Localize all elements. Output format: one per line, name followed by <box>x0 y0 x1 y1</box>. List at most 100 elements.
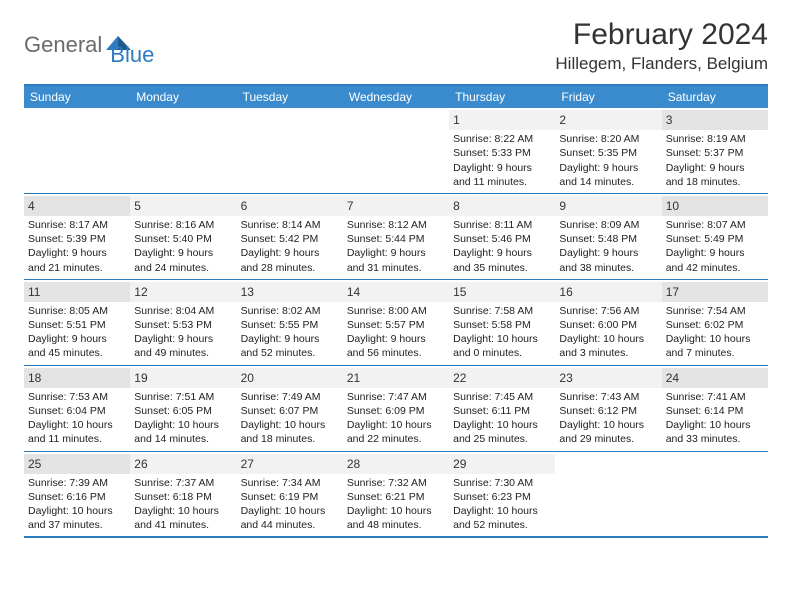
day-number: 20 <box>237 368 343 388</box>
day-cell: 3Sunrise: 8:19 AMSunset: 5:37 PMDaylight… <box>662 108 768 193</box>
day-number: 7 <box>343 196 449 216</box>
day-number: 22 <box>449 368 555 388</box>
day-sunrise: Sunrise: 8:09 AM <box>559 218 657 232</box>
day-sunrise: Sunrise: 8:00 AM <box>347 304 445 318</box>
day-dl2: and 29 minutes. <box>559 432 657 446</box>
day-cell: 21Sunrise: 7:47 AMSunset: 6:09 PMDayligh… <box>343 366 449 451</box>
day-cell: 6Sunrise: 8:14 AMSunset: 5:42 PMDaylight… <box>237 194 343 279</box>
day-number: 26 <box>130 454 236 474</box>
day-dl1: Daylight: 9 hours <box>347 332 445 346</box>
day-dl2: and 14 minutes. <box>559 175 657 189</box>
day-dl2: and 7 minutes. <box>666 346 764 360</box>
week-row: 4Sunrise: 8:17 AMSunset: 5:39 PMDaylight… <box>24 193 768 279</box>
day-dl2: and 52 minutes. <box>241 346 339 360</box>
day-sunset: Sunset: 5:48 PM <box>559 232 657 246</box>
day-sunset: Sunset: 5:39 PM <box>28 232 126 246</box>
day-sunrise: Sunrise: 8:16 AM <box>134 218 232 232</box>
day-sunset: Sunset: 5:40 PM <box>134 232 232 246</box>
day-dl1: Daylight: 10 hours <box>347 504 445 518</box>
day-sunset: Sunset: 6:11 PM <box>453 404 551 418</box>
day-sunrise: Sunrise: 8:22 AM <box>453 132 551 146</box>
day-sunrise: Sunrise: 7:39 AM <box>28 476 126 490</box>
day-cell: 20Sunrise: 7:49 AMSunset: 6:07 PMDayligh… <box>237 366 343 451</box>
day-cell: 17Sunrise: 7:54 AMSunset: 6:02 PMDayligh… <box>662 280 768 365</box>
weekday-header: Wednesday <box>343 86 449 108</box>
day-dl1: Daylight: 9 hours <box>666 161 764 175</box>
day-number: 8 <box>449 196 555 216</box>
week-row: 1Sunrise: 8:22 AMSunset: 5:33 PMDaylight… <box>24 108 768 193</box>
day-dl1: Daylight: 10 hours <box>559 332 657 346</box>
day-dl2: and 35 minutes. <box>453 261 551 275</box>
day-cell: 4Sunrise: 8:17 AMSunset: 5:39 PMDaylight… <box>24 194 130 279</box>
weekday-header: Monday <box>130 86 236 108</box>
day-number: 18 <box>24 368 130 388</box>
day-cell: 11Sunrise: 8:05 AMSunset: 5:51 PMDayligh… <box>24 280 130 365</box>
day-dl1: Daylight: 10 hours <box>134 418 232 432</box>
day-dl1: Daylight: 9 hours <box>241 332 339 346</box>
day-number: 21 <box>343 368 449 388</box>
day-dl2: and 37 minutes. <box>28 518 126 532</box>
day-dl1: Daylight: 10 hours <box>559 418 657 432</box>
day-cell <box>130 108 236 193</box>
day-dl1: Daylight: 9 hours <box>347 246 445 260</box>
day-sunrise: Sunrise: 7:54 AM <box>666 304 764 318</box>
day-number: 27 <box>237 454 343 474</box>
day-dl1: Daylight: 9 hours <box>559 246 657 260</box>
day-cell: 24Sunrise: 7:41 AMSunset: 6:14 PMDayligh… <box>662 366 768 451</box>
day-number: 13 <box>237 282 343 302</box>
day-sunrise: Sunrise: 7:41 AM <box>666 390 764 404</box>
day-dl2: and 48 minutes. <box>347 518 445 532</box>
day-number: 1 <box>449 110 555 130</box>
day-cell: 29Sunrise: 7:30 AMSunset: 6:23 PMDayligh… <box>449 452 555 537</box>
day-dl1: Daylight: 10 hours <box>666 332 764 346</box>
day-sunset: Sunset: 6:23 PM <box>453 490 551 504</box>
day-dl2: and 56 minutes. <box>347 346 445 360</box>
day-cell: 23Sunrise: 7:43 AMSunset: 6:12 PMDayligh… <box>555 366 661 451</box>
location-label: Hillegem, Flanders, Belgium <box>555 54 768 74</box>
day-cell <box>237 108 343 193</box>
day-dl1: Daylight: 9 hours <box>559 161 657 175</box>
day-dl2: and 25 minutes. <box>453 432 551 446</box>
day-sunset: Sunset: 6:07 PM <box>241 404 339 418</box>
day-sunrise: Sunrise: 8:17 AM <box>28 218 126 232</box>
day-dl1: Daylight: 10 hours <box>134 504 232 518</box>
day-dl2: and 21 minutes. <box>28 261 126 275</box>
day-number: 2 <box>555 110 661 130</box>
day-sunset: Sunset: 6:16 PM <box>28 490 126 504</box>
day-dl2: and 11 minutes. <box>453 175 551 189</box>
day-dl1: Daylight: 9 hours <box>241 246 339 260</box>
day-sunset: Sunset: 6:12 PM <box>559 404 657 418</box>
day-cell: 18Sunrise: 7:53 AMSunset: 6:04 PMDayligh… <box>24 366 130 451</box>
day-number: 5 <box>130 196 236 216</box>
day-dl1: Daylight: 9 hours <box>666 246 764 260</box>
day-dl1: Daylight: 10 hours <box>241 504 339 518</box>
day-dl2: and 41 minutes. <box>134 518 232 532</box>
day-sunrise: Sunrise: 7:45 AM <box>453 390 551 404</box>
day-dl2: and 18 minutes. <box>666 175 764 189</box>
day-sunset: Sunset: 5:49 PM <box>666 232 764 246</box>
day-sunset: Sunset: 5:58 PM <box>453 318 551 332</box>
day-sunset: Sunset: 5:42 PM <box>241 232 339 246</box>
day-dl1: Daylight: 9 hours <box>134 246 232 260</box>
day-dl1: Daylight: 9 hours <box>453 161 551 175</box>
day-cell <box>662 452 768 537</box>
title-block: February 2024 Hillegem, Flanders, Belgiu… <box>555 18 768 74</box>
day-dl2: and 38 minutes. <box>559 261 657 275</box>
day-dl1: Daylight: 10 hours <box>28 504 126 518</box>
day-cell: 9Sunrise: 8:09 AMSunset: 5:48 PMDaylight… <box>555 194 661 279</box>
day-cell: 25Sunrise: 7:39 AMSunset: 6:16 PMDayligh… <box>24 452 130 537</box>
day-number: 11 <box>24 282 130 302</box>
day-sunrise: Sunrise: 7:51 AM <box>134 390 232 404</box>
day-sunset: Sunset: 6:09 PM <box>347 404 445 418</box>
day-sunrise: Sunrise: 7:47 AM <box>347 390 445 404</box>
day-number: 28 <box>343 454 449 474</box>
day-cell <box>343 108 449 193</box>
week-row: 11Sunrise: 8:05 AMSunset: 5:51 PMDayligh… <box>24 279 768 365</box>
day-dl1: Daylight: 9 hours <box>28 246 126 260</box>
day-cell: 8Sunrise: 8:11 AMSunset: 5:46 PMDaylight… <box>449 194 555 279</box>
day-dl2: and 42 minutes. <box>666 261 764 275</box>
day-sunset: Sunset: 5:51 PM <box>28 318 126 332</box>
day-sunrise: Sunrise: 7:43 AM <box>559 390 657 404</box>
day-dl2: and 22 minutes. <box>347 432 445 446</box>
day-sunrise: Sunrise: 8:20 AM <box>559 132 657 146</box>
